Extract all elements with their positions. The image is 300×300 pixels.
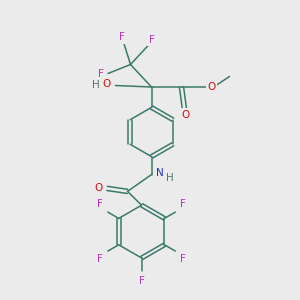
Text: F: F	[97, 200, 103, 209]
Text: O: O	[94, 183, 102, 194]
Text: F: F	[98, 69, 104, 79]
Text: O: O	[208, 82, 216, 92]
Text: F: F	[139, 276, 145, 286]
Text: F: F	[180, 200, 186, 209]
Text: H: H	[92, 80, 100, 91]
Text: O: O	[181, 110, 189, 120]
Text: O: O	[102, 79, 111, 89]
Text: F: F	[180, 254, 186, 264]
Text: F: F	[119, 32, 125, 43]
Text: N: N	[156, 168, 164, 178]
Text: F: F	[148, 34, 154, 45]
Text: H: H	[166, 172, 174, 183]
Text: F: F	[97, 254, 103, 264]
